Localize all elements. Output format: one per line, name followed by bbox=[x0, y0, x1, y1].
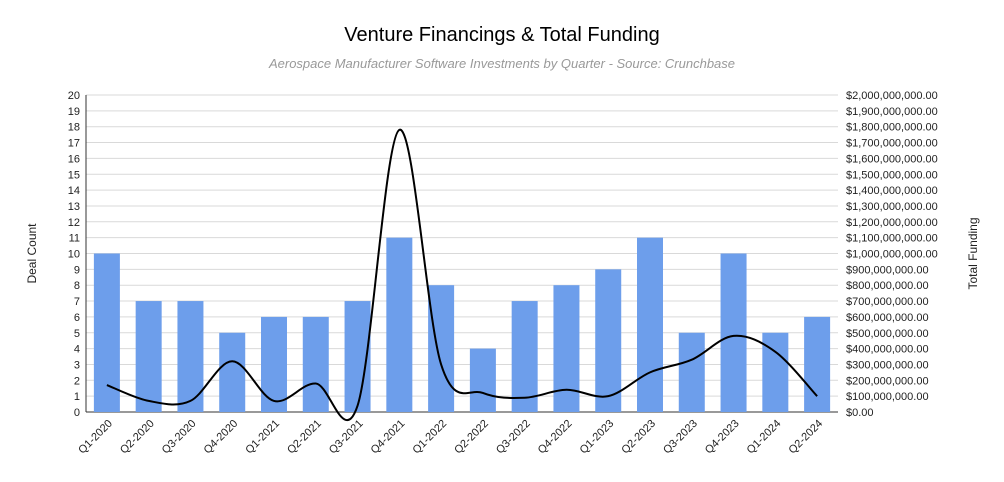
bar bbox=[553, 285, 580, 412]
x-tick-label: Q1-2023 bbox=[578, 418, 617, 457]
x-tick-label: Q2-2020 bbox=[118, 418, 157, 457]
y-tick-label: 9 bbox=[74, 264, 80, 276]
funding-line bbox=[106, 128, 818, 422]
y2-tick-label: $0.00 bbox=[846, 407, 874, 419]
chart-subtitle: Aerospace Manufacturer Software Investme… bbox=[268, 56, 736, 71]
y-axis-title: Deal Count bbox=[25, 223, 39, 284]
y2-tick-label: $1,500,000,000.00 bbox=[846, 169, 938, 181]
y-tick-label: 8 bbox=[74, 280, 80, 292]
x-tick-label: Q4-2020 bbox=[202, 418, 241, 457]
y-tick-label: 0 bbox=[74, 407, 80, 419]
x-tick-label: Q2-2021 bbox=[285, 418, 324, 457]
y-tick-label: 12 bbox=[68, 217, 80, 229]
y2-tick-label: $1,300,000,000.00 bbox=[846, 201, 938, 213]
y2-tick-label: $800,000,000.00 bbox=[846, 280, 929, 292]
y-tick-label: 1 bbox=[74, 391, 80, 403]
x-tick-label: Q4-2022 bbox=[536, 418, 575, 457]
y2-tick-label: $1,100,000,000.00 bbox=[846, 233, 938, 245]
y-tick-label: 3 bbox=[74, 359, 80, 371]
bar bbox=[678, 332, 705, 412]
y-tick-label: 7 bbox=[74, 296, 80, 308]
y2-tick-label: $1,700,000,000.00 bbox=[846, 138, 938, 150]
bar bbox=[261, 316, 287, 412]
y-tick-label: 17 bbox=[68, 138, 80, 150]
bar bbox=[428, 285, 455, 412]
bar bbox=[720, 253, 747, 412]
y-tick-label: 20 bbox=[68, 90, 80, 102]
x-tick-label: Q3-2020 bbox=[160, 418, 199, 457]
y2-tick-label: $1,900,000,000.00 bbox=[846, 106, 938, 118]
y-tick-label: 18 bbox=[68, 122, 80, 134]
y2-tick-label: $900,000,000.00 bbox=[846, 264, 929, 276]
x-tick-label: Q1-2020 bbox=[76, 418, 115, 457]
x-tick-label: Q2-2023 bbox=[619, 418, 658, 457]
x-tick-label: Q2-2024 bbox=[786, 418, 825, 457]
y2-tick-label: $300,000,000.00 bbox=[846, 359, 929, 371]
y-tick-label: 13 bbox=[68, 201, 80, 213]
bar bbox=[595, 269, 622, 412]
x-tick-label: Q3-2021 bbox=[327, 418, 366, 457]
bar bbox=[302, 316, 329, 412]
bar bbox=[135, 301, 162, 412]
y-tick-label: 5 bbox=[74, 328, 80, 340]
x-tick-label: Q1-2024 bbox=[745, 418, 784, 457]
bar bbox=[219, 332, 246, 412]
x-tick-label: Q3-2022 bbox=[494, 418, 533, 457]
y2-tick-label: $1,600,000,000.00 bbox=[846, 153, 938, 165]
x-tick-label: Q4-2023 bbox=[703, 418, 742, 457]
bar bbox=[177, 301, 204, 412]
chart-title: Venture Financings & Total Funding bbox=[344, 24, 660, 46]
bar bbox=[469, 348, 496, 412]
y-tick-label: 10 bbox=[68, 249, 80, 261]
y-tick-label: 6 bbox=[74, 312, 80, 324]
y-tick-label: 14 bbox=[68, 185, 80, 197]
bar bbox=[386, 237, 413, 412]
y2-tick-label: $500,000,000.00 bbox=[846, 328, 929, 340]
y2-tick-label: $100,000,000.00 bbox=[846, 391, 929, 403]
y2-tick-label: $1,400,000,000.00 bbox=[846, 185, 938, 197]
bar bbox=[511, 301, 538, 412]
x-tick-label: Q1-2022 bbox=[410, 418, 449, 457]
y2-axis-title: Total Funding bbox=[966, 217, 980, 289]
bar bbox=[637, 237, 663, 412]
y2-tick-label: $600,000,000.00 bbox=[846, 312, 929, 324]
x-tick-label: Q3-2023 bbox=[661, 418, 700, 457]
y2-tick-label: $1,000,000,000.00 bbox=[846, 249, 938, 261]
y2-tick-label: $700,000,000.00 bbox=[846, 296, 929, 308]
x-tick-label: Q1-2021 bbox=[243, 418, 282, 457]
y2-tick-label: $2,000,000,000.00 bbox=[846, 90, 938, 102]
y2-tick-label: $1,200,000,000.00 bbox=[846, 217, 938, 229]
y2-tick-label: $400,000,000.00 bbox=[846, 344, 929, 356]
y-tick-label: 11 bbox=[69, 233, 80, 245]
y2-tick-label: $200,000,000.00 bbox=[846, 375, 929, 387]
y-tick-label: 19 bbox=[68, 106, 80, 118]
y-tick-label: 4 bbox=[74, 344, 80, 356]
y-tick-label: 2 bbox=[74, 375, 80, 387]
y-tick-label: 15 bbox=[68, 169, 80, 181]
y-tick-label: 16 bbox=[68, 153, 80, 165]
y2-tick-label: $1,800,000,000.00 bbox=[846, 122, 938, 134]
x-tick-label: Q4-2021 bbox=[369, 418, 408, 457]
x-tick-label: Q2-2022 bbox=[452, 418, 491, 457]
bar bbox=[804, 316, 831, 412]
